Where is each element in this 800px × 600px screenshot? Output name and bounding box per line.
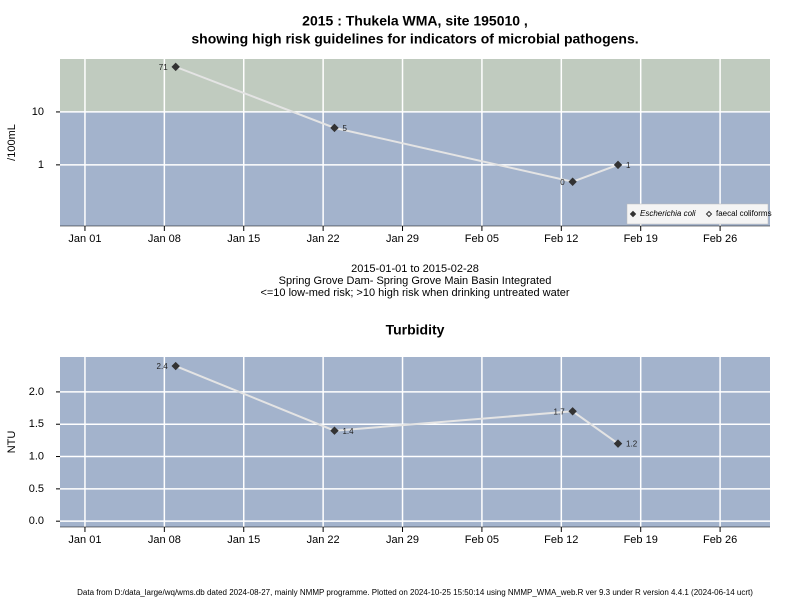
data-point bbox=[568, 407, 577, 416]
legend-marker bbox=[629, 210, 637, 218]
series-line bbox=[175, 65, 619, 183]
legend-marker bbox=[705, 210, 713, 218]
data-point bbox=[613, 160, 623, 170]
x-tick-label: Jan 01 bbox=[68, 233, 101, 245]
data-point bbox=[568, 177, 577, 186]
subtitle: 2015-01-01 to 2015-02-28 bbox=[351, 263, 479, 275]
series-line bbox=[175, 365, 619, 445]
y-tick-label: 1.5 bbox=[29, 418, 44, 430]
x-tick-label: Jan 08 bbox=[148, 534, 181, 546]
x-tick-label: Feb 05 bbox=[465, 233, 499, 245]
data-label: 1.2 bbox=[626, 440, 638, 449]
x-tick-label: Jan 29 bbox=[386, 233, 419, 245]
x-tick-label: Jan 01 bbox=[68, 534, 101, 546]
data-label: 5 bbox=[342, 124, 347, 133]
chart-title: showing high risk guidelines for indicat… bbox=[191, 31, 638, 47]
y-tick-label: 1.0 bbox=[29, 450, 44, 462]
y-tick-label: 0.0 bbox=[29, 515, 44, 527]
x-tick-label: Feb 19 bbox=[624, 534, 658, 546]
y-axis-label: NTU bbox=[6, 431, 18, 454]
x-tick-label: Feb 12 bbox=[544, 534, 578, 546]
x-tick-label: Feb 26 bbox=[703, 233, 737, 245]
x-tick-label: Feb 05 bbox=[465, 534, 499, 546]
plot-background bbox=[60, 357, 770, 527]
data-label: 1.4 bbox=[342, 427, 354, 436]
x-tick-label: Jan 15 bbox=[227, 534, 260, 546]
legend-box bbox=[626, 203, 769, 225]
footer: Data from D:/data_large/wq/wms.db dated … bbox=[77, 588, 753, 597]
data-point bbox=[613, 439, 623, 448]
y-axis-label: /100mL bbox=[6, 124, 18, 161]
data-label: 1 bbox=[626, 161, 631, 170]
data-point bbox=[171, 361, 180, 371]
x-tick-label: Jan 22 bbox=[307, 534, 340, 546]
legend-label: Escherichia coli bbox=[640, 209, 696, 218]
x-tick-label: Feb 26 bbox=[703, 534, 737, 546]
subtitle: Spring Grove Dam- Spring Grove Main Basi… bbox=[279, 275, 552, 287]
chart-title: Turbidity bbox=[386, 322, 445, 338]
x-tick-label: Feb 12 bbox=[544, 233, 578, 245]
data-label: 1.7 bbox=[554, 407, 566, 416]
y-tick-label: 10 bbox=[32, 106, 44, 118]
subtitle: <=10 low-med risk; >10 high risk when dr… bbox=[260, 287, 569, 299]
y-tick-label: 0.5 bbox=[29, 483, 44, 495]
data-point bbox=[330, 426, 339, 435]
x-tick-label: Feb 19 bbox=[624, 233, 658, 245]
data-label: 0 bbox=[560, 178, 565, 187]
x-tick-label: Jan 22 bbox=[307, 233, 340, 245]
chart-title: 2015 : Thukela WMA, site 195010 , bbox=[302, 13, 528, 29]
x-tick-label: Jan 08 bbox=[148, 233, 181, 245]
x-tick-label: Jan 15 bbox=[227, 233, 260, 245]
legend-label: faecal coliforms bbox=[716, 209, 772, 218]
y-tick-label: 2.0 bbox=[29, 386, 44, 398]
data-point bbox=[330, 123, 339, 133]
data-point bbox=[171, 62, 180, 72]
data-label: 71 bbox=[159, 63, 168, 72]
x-tick-label: Jan 29 bbox=[386, 534, 419, 546]
data-label: 2.4 bbox=[157, 362, 169, 371]
y-tick-label: 1 bbox=[38, 159, 44, 171]
